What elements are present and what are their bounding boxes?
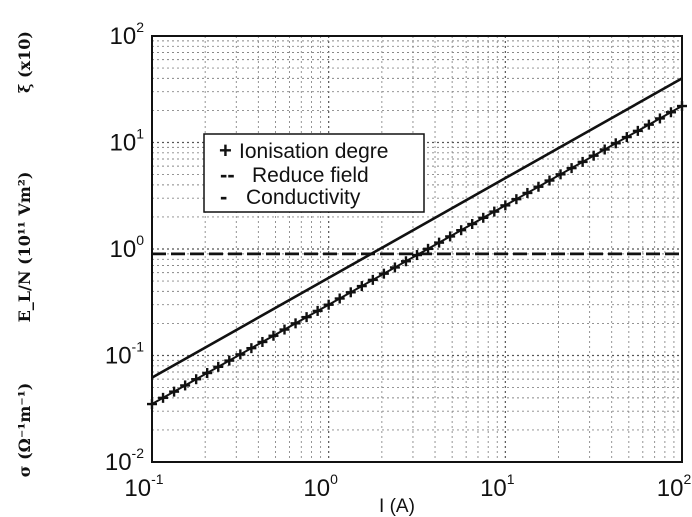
y-axis-label-ionisation: ξ (x10) bbox=[15, 31, 34, 93]
y-tick-label: 102 bbox=[110, 19, 145, 50]
y-tick-label: 10-2 bbox=[105, 445, 144, 476]
legend: + Ionisation degre -- Reduce field - Con… bbox=[203, 133, 425, 213]
y-tick-label: 10-1 bbox=[105, 339, 144, 370]
x-tick-label: 10-1 bbox=[124, 471, 163, 502]
x-axis-label: I (A) bbox=[379, 496, 415, 517]
legend-box bbox=[203, 133, 425, 213]
y-tick-label: 101 bbox=[110, 126, 145, 157]
legend-symbol-dashed: -- bbox=[220, 162, 235, 187]
grid-layer bbox=[152, 36, 682, 462]
plot-frame bbox=[151, 35, 683, 463]
y-tick-label: 100 bbox=[110, 232, 145, 263]
legend-label-ionisation: Ionisation degre bbox=[239, 140, 388, 163]
legend-symbol-plus: + bbox=[219, 138, 232, 163]
legend-label-conductivity: Conductivity bbox=[246, 186, 361, 209]
x-tick-label: 100 bbox=[303, 471, 338, 502]
series-layer bbox=[147, 77, 687, 410]
y-axis-label-reduced-field: E_L/N (10¹¹ Vm²) bbox=[15, 172, 34, 323]
x-tick-label: 102 bbox=[657, 471, 692, 502]
x-tick-label: 101 bbox=[480, 471, 515, 502]
legend-label-reduce-field: Reduce field bbox=[252, 164, 369, 187]
series-line-conductivity bbox=[151, 77, 683, 379]
y-axis-label-conductivity: σ (Ω⁻¹m⁻¹) bbox=[15, 383, 34, 478]
legend-symbol-solid: - bbox=[220, 184, 227, 209]
